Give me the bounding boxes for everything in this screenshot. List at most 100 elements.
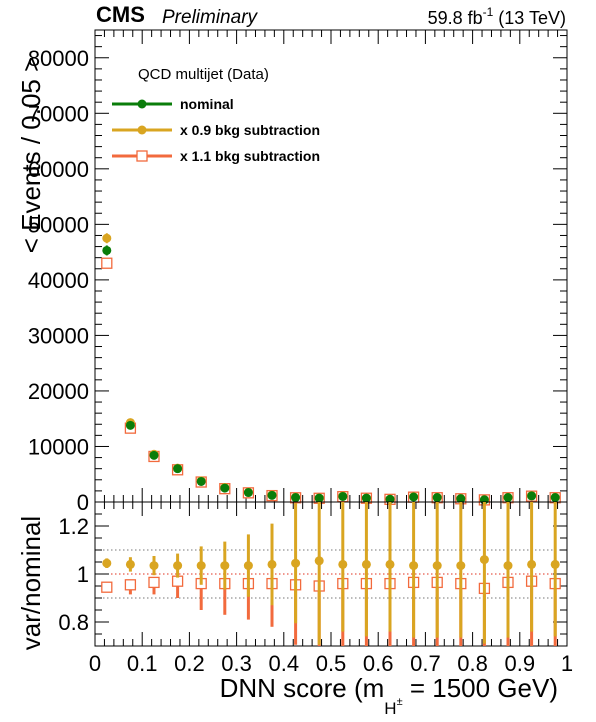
ratio-point-x-0-9-bkg-subtraction	[314, 556, 324, 566]
legend-title: QCD multijet (Data)	[138, 66, 269, 83]
ratio-point-x-0-9-bkg-subtraction	[409, 561, 419, 571]
main-point-nominal	[125, 420, 135, 430]
legend-entry-up: x 1.1 bkg subtraction	[112, 148, 320, 164]
main-point-nominal	[102, 245, 112, 255]
ratio-point-x-1-1-bkg-subtraction	[124, 579, 137, 591]
ratio-point-x-0-9-bkg-subtraction	[102, 558, 112, 568]
legend-marker-down	[137, 125, 147, 135]
ratio-ytick-label: 0.8	[58, 610, 89, 635]
main-point-nominal	[314, 493, 324, 503]
ratio-point-x-0-9-bkg-subtraction	[479, 555, 489, 565]
ratio-xtick-label: 0.1	[127, 651, 158, 676]
main-point-nominal	[196, 476, 206, 486]
legend-label-up: x 1.1 bkg subtraction	[180, 148, 320, 164]
ratio-xtick-label: 0.9	[505, 651, 536, 676]
ratio-xtick-label: 0	[89, 651, 101, 676]
ratio-point-x-0-9-bkg-subtraction	[527, 559, 537, 569]
main-point-nominal	[173, 464, 183, 474]
main-ytick-label: 30000	[28, 323, 89, 348]
ratio-point-x-0-9-bkg-subtraction	[550, 559, 560, 569]
ratio-marks	[101, 502, 561, 646]
main-ytick-label: 60000	[28, 157, 89, 182]
ratio-xtick-label: 0.5	[316, 651, 347, 676]
ratio-point-x-0-9-bkg-subtraction	[456, 561, 466, 571]
main-ytick-label: 50000	[28, 212, 89, 237]
xlabel-head: DNN score (m	[220, 673, 385, 703]
lumi-exponent: -1	[483, 5, 494, 19]
preliminary-label: Preliminary	[162, 7, 259, 28]
energy-label: (13 TeV)	[493, 8, 566, 28]
main-point-x-1-1-bkg-subtraction	[101, 257, 113, 269]
ratio-ticks: 0.8 1 1.2 0 0.1 0.2 0.3 0.4 0.5 0.6 0.7 0.8 0.9 1	[58, 501, 573, 676]
ratio-panel: 0.8 1 1.2 0 0.1 0.2 0.3 0.4 0.5 0.6 0.7 0.8 0.9 1 var…	[16, 501, 573, 676]
ratio-xtick-label: 0.6	[363, 651, 394, 676]
ratio-point-x-1-1-bkg-subtraction	[101, 581, 113, 593]
legend-marker-up	[136, 150, 148, 162]
ratio-xtick-label: 0.3	[221, 651, 252, 676]
ratio-point-x-0-9-bkg-subtraction	[267, 559, 277, 569]
ratio-point-x-0-9-bkg-subtraction	[503, 561, 513, 571]
ratio-ytick-label: 1.2	[58, 514, 89, 539]
main-marks	[101, 233, 561, 506]
ratio-point-x-0-9-bkg-subtraction	[291, 558, 301, 568]
main-ytick-label: 40000	[28, 268, 89, 293]
main-point-nominal	[338, 491, 348, 501]
cms-label: CMS	[96, 2, 145, 27]
ratio-xtick-label: 0.8	[457, 651, 488, 676]
main-point-nominal	[267, 490, 277, 500]
main-ytick-label: 20000	[28, 379, 89, 404]
ratio-xtick-label: 0.7	[410, 651, 441, 676]
legend-entry-nominal: nominal	[112, 96, 234, 112]
ratio-ytick-label: 1	[77, 562, 89, 587]
ratio-point-x-0-9-bkg-subtraction	[338, 559, 348, 569]
main-point-nominal	[149, 450, 159, 460]
main-point-x-0-9-bkg-subtraction	[102, 233, 112, 243]
ratio-ylabel: var/nominal	[16, 516, 46, 650]
ratio-point-x-0-9-bkg-subtraction	[125, 559, 135, 569]
legend: QCD multijet (Data) nominal x 0.9 bkg su…	[112, 66, 320, 164]
xlabel-superscript: ±	[397, 696, 403, 708]
main-frame	[94, 29, 568, 503]
main-point-nominal	[385, 494, 395, 504]
ratio-point-x-0-9-bkg-subtraction	[243, 561, 253, 571]
legend-marker-nominal	[137, 99, 147, 109]
main-ytick-label: 10000	[28, 434, 89, 459]
ratio-point-x-0-9-bkg-subtraction	[173, 561, 183, 571]
legend-label-nominal: nominal	[180, 96, 234, 112]
ratio-xtick-label: 0.4	[269, 651, 300, 676]
xlabel: DNN score (mH± = 1500 GeV)	[220, 673, 558, 718]
main-point-nominal	[527, 491, 537, 501]
ratio-point-x-0-9-bkg-subtraction	[196, 561, 206, 571]
main-point-nominal	[291, 493, 301, 503]
main-ytick-label: 0	[77, 490, 89, 515]
main-ytick-label: 70000	[28, 101, 89, 126]
ratio-xtick-label: 0.2	[174, 651, 205, 676]
ratio-point-x-1-1-bkg-subtraction	[171, 575, 184, 587]
xlabel-subscript: H	[384, 699, 396, 718]
ratio-point-x-0-9-bkg-subtraction	[361, 559, 371, 569]
main-point-nominal	[220, 483, 230, 493]
ratio-point-x-0-9-bkg-subtraction	[385, 559, 395, 569]
ratio-point-x-0-9-bkg-subtraction	[220, 561, 230, 571]
main-point-nominal	[432, 493, 442, 503]
ratio-xtick-label: 1	[561, 651, 573, 676]
main-point-nominal	[503, 493, 513, 503]
main-ytick-label: 80000	[28, 46, 89, 71]
ratio-point-x-0-9-bkg-subtraction	[149, 561, 159, 571]
main-ticks: 0 10000 20000 30000 40000 50000 60000 70000 8000…	[28, 30, 568, 515]
main-panel: 0 10000 20000 30000 40000 50000 60000 70000 8000…	[16, 29, 568, 515]
main-point-nominal	[361, 493, 371, 503]
ratio-point-x-0-9-bkg-subtraction	[432, 561, 442, 571]
legend-label-down: x 0.9 bkg subtraction	[180, 122, 320, 138]
lumi-label: 59.8 fb-1 (13 TeV)	[428, 5, 566, 28]
xlabel-tail: = 1500 GeV)	[403, 673, 558, 703]
legend-entry-down: x 0.9 bkg subtraction	[112, 122, 320, 138]
ratio-point-x-1-1-bkg-subtraction	[148, 576, 160, 589]
main-point-nominal	[550, 493, 560, 503]
lumi-value: 59.8 fb	[428, 8, 483, 28]
main-point-nominal	[243, 488, 253, 498]
main-ylabel: < Events / 0.05 >	[16, 57, 46, 254]
main-point-nominal	[456, 494, 466, 504]
main-point-nominal	[409, 492, 419, 502]
